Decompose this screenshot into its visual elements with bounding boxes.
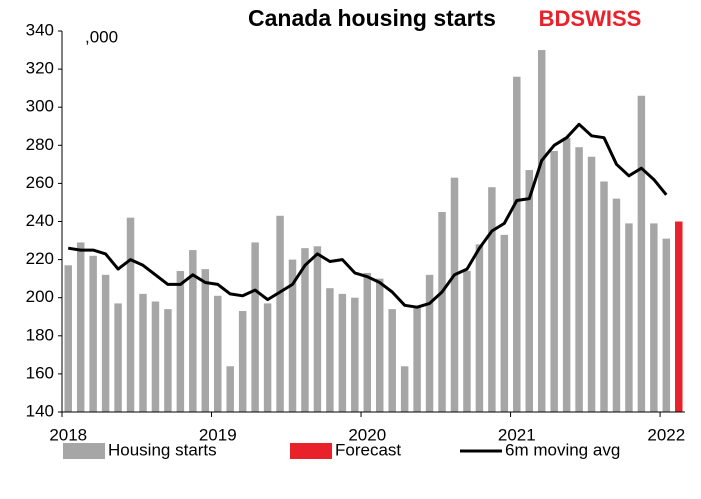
bar: [251, 242, 259, 412]
bar: [164, 309, 172, 412]
bar: [226, 366, 234, 412]
bar: [326, 288, 334, 412]
bar: [625, 223, 633, 412]
bar: [89, 255, 97, 412]
bar: [276, 215, 284, 412]
legend-label: Housing starts: [108, 440, 217, 459]
bar: [201, 269, 210, 412]
bar: [176, 271, 185, 412]
legend-swatch: [290, 443, 332, 459]
chart-title: Canada housing starts: [248, 5, 496, 31]
bar: [650, 223, 658, 412]
bar: [301, 248, 309, 412]
bar: [101, 274, 110, 412]
y-tick-label: 240: [26, 211, 54, 230]
bar: [313, 246, 322, 412]
bar: [139, 293, 147, 412]
bar: [463, 271, 471, 412]
bar: [189, 250, 197, 412]
bar: [388, 309, 396, 412]
bar: [64, 265, 72, 412]
bar: [351, 297, 359, 412]
x-tick-label: 2019: [199, 425, 237, 444]
bar: [450, 177, 459, 412]
bar: [662, 238, 671, 412]
x-tick-label: 2020: [348, 425, 386, 444]
bar: [513, 76, 521, 412]
bar: [438, 211, 446, 412]
bar: [151, 301, 160, 412]
bar: [675, 221, 683, 412]
bar: [263, 303, 272, 412]
y-tick-label: 180: [26, 325, 54, 344]
bar: [637, 95, 646, 413]
x-tick-label: 2022: [647, 425, 685, 444]
bar: [600, 181, 608, 412]
bar: [500, 234, 509, 412]
bar: [612, 198, 621, 412]
y-tick-label: 220: [26, 249, 54, 268]
bar: [475, 244, 484, 412]
bar: [76, 242, 85, 412]
bar: [338, 293, 347, 412]
x-tick-label: 2021: [498, 425, 536, 444]
legend-swatch: [63, 443, 105, 459]
bar: [550, 151, 558, 412]
y-tick-label: 340: [26, 20, 54, 39]
bar: [288, 259, 297, 412]
bar: [375, 278, 384, 412]
bar: [525, 170, 533, 412]
bar: [126, 217, 135, 412]
legend-label: 6m moving avg: [505, 440, 620, 459]
bar: [575, 147, 583, 412]
bar: [537, 50, 546, 413]
bar: [214, 295, 222, 412]
y-tick-label: 300: [26, 97, 54, 116]
y-tick-label: 320: [26, 59, 54, 78]
y-tick-label: 160: [26, 363, 54, 382]
bar: [238, 311, 247, 412]
y-tick-label: 200: [26, 287, 54, 306]
bar: [114, 303, 122, 412]
bar: [488, 187, 496, 412]
bar: [425, 274, 434, 412]
bar: [400, 366, 409, 412]
unit-label: ,000: [85, 27, 118, 46]
bar: [587, 156, 596, 412]
y-tick-label: 260: [26, 173, 54, 192]
logo: BDSWISS: [539, 6, 642, 31]
bar: [413, 307, 421, 412]
x-tick-label: 2018: [49, 425, 87, 444]
legend-label: Forecast: [335, 440, 401, 459]
bar: [363, 272, 372, 412]
line: [67, 122, 668, 309]
bar: [562, 137, 571, 412]
y-tick-label: 280: [26, 135, 54, 154]
y-tick-label: 140: [26, 401, 54, 420]
